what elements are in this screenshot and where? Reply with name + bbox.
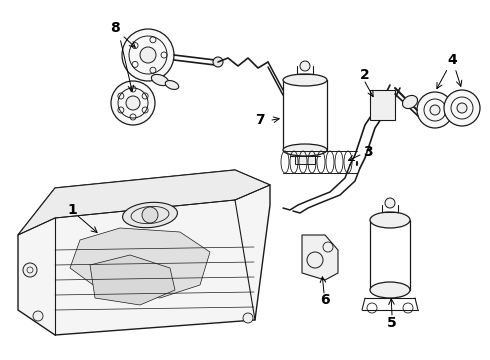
Circle shape (142, 207, 158, 223)
Text: 5: 5 (387, 316, 397, 330)
Circle shape (23, 263, 37, 277)
Ellipse shape (165, 81, 179, 89)
Polygon shape (18, 170, 270, 335)
Polygon shape (70, 228, 210, 298)
Polygon shape (302, 235, 338, 280)
Ellipse shape (151, 75, 169, 86)
Circle shape (417, 92, 453, 128)
Circle shape (457, 103, 467, 113)
Text: 6: 6 (320, 293, 330, 307)
Text: 4: 4 (447, 53, 457, 67)
Circle shape (122, 29, 174, 81)
Polygon shape (18, 170, 270, 235)
Circle shape (300, 61, 310, 71)
Ellipse shape (370, 212, 410, 228)
Circle shape (444, 90, 480, 126)
Text: 2: 2 (360, 68, 370, 82)
Circle shape (33, 311, 43, 321)
Text: 1: 1 (67, 203, 77, 217)
Ellipse shape (370, 282, 410, 298)
Text: 7: 7 (255, 113, 265, 127)
Text: 3: 3 (363, 145, 373, 159)
Text: 8: 8 (110, 21, 120, 35)
Polygon shape (90, 255, 175, 305)
Bar (295, 156, 315, 164)
Circle shape (430, 105, 440, 115)
Circle shape (111, 81, 155, 125)
Circle shape (385, 198, 395, 208)
Circle shape (126, 96, 140, 110)
Ellipse shape (402, 95, 417, 109)
Ellipse shape (122, 202, 177, 228)
Bar (370, 90, 395, 120)
Circle shape (213, 57, 223, 67)
Circle shape (140, 47, 156, 63)
Circle shape (243, 313, 253, 323)
Ellipse shape (283, 144, 327, 156)
Ellipse shape (283, 74, 327, 86)
